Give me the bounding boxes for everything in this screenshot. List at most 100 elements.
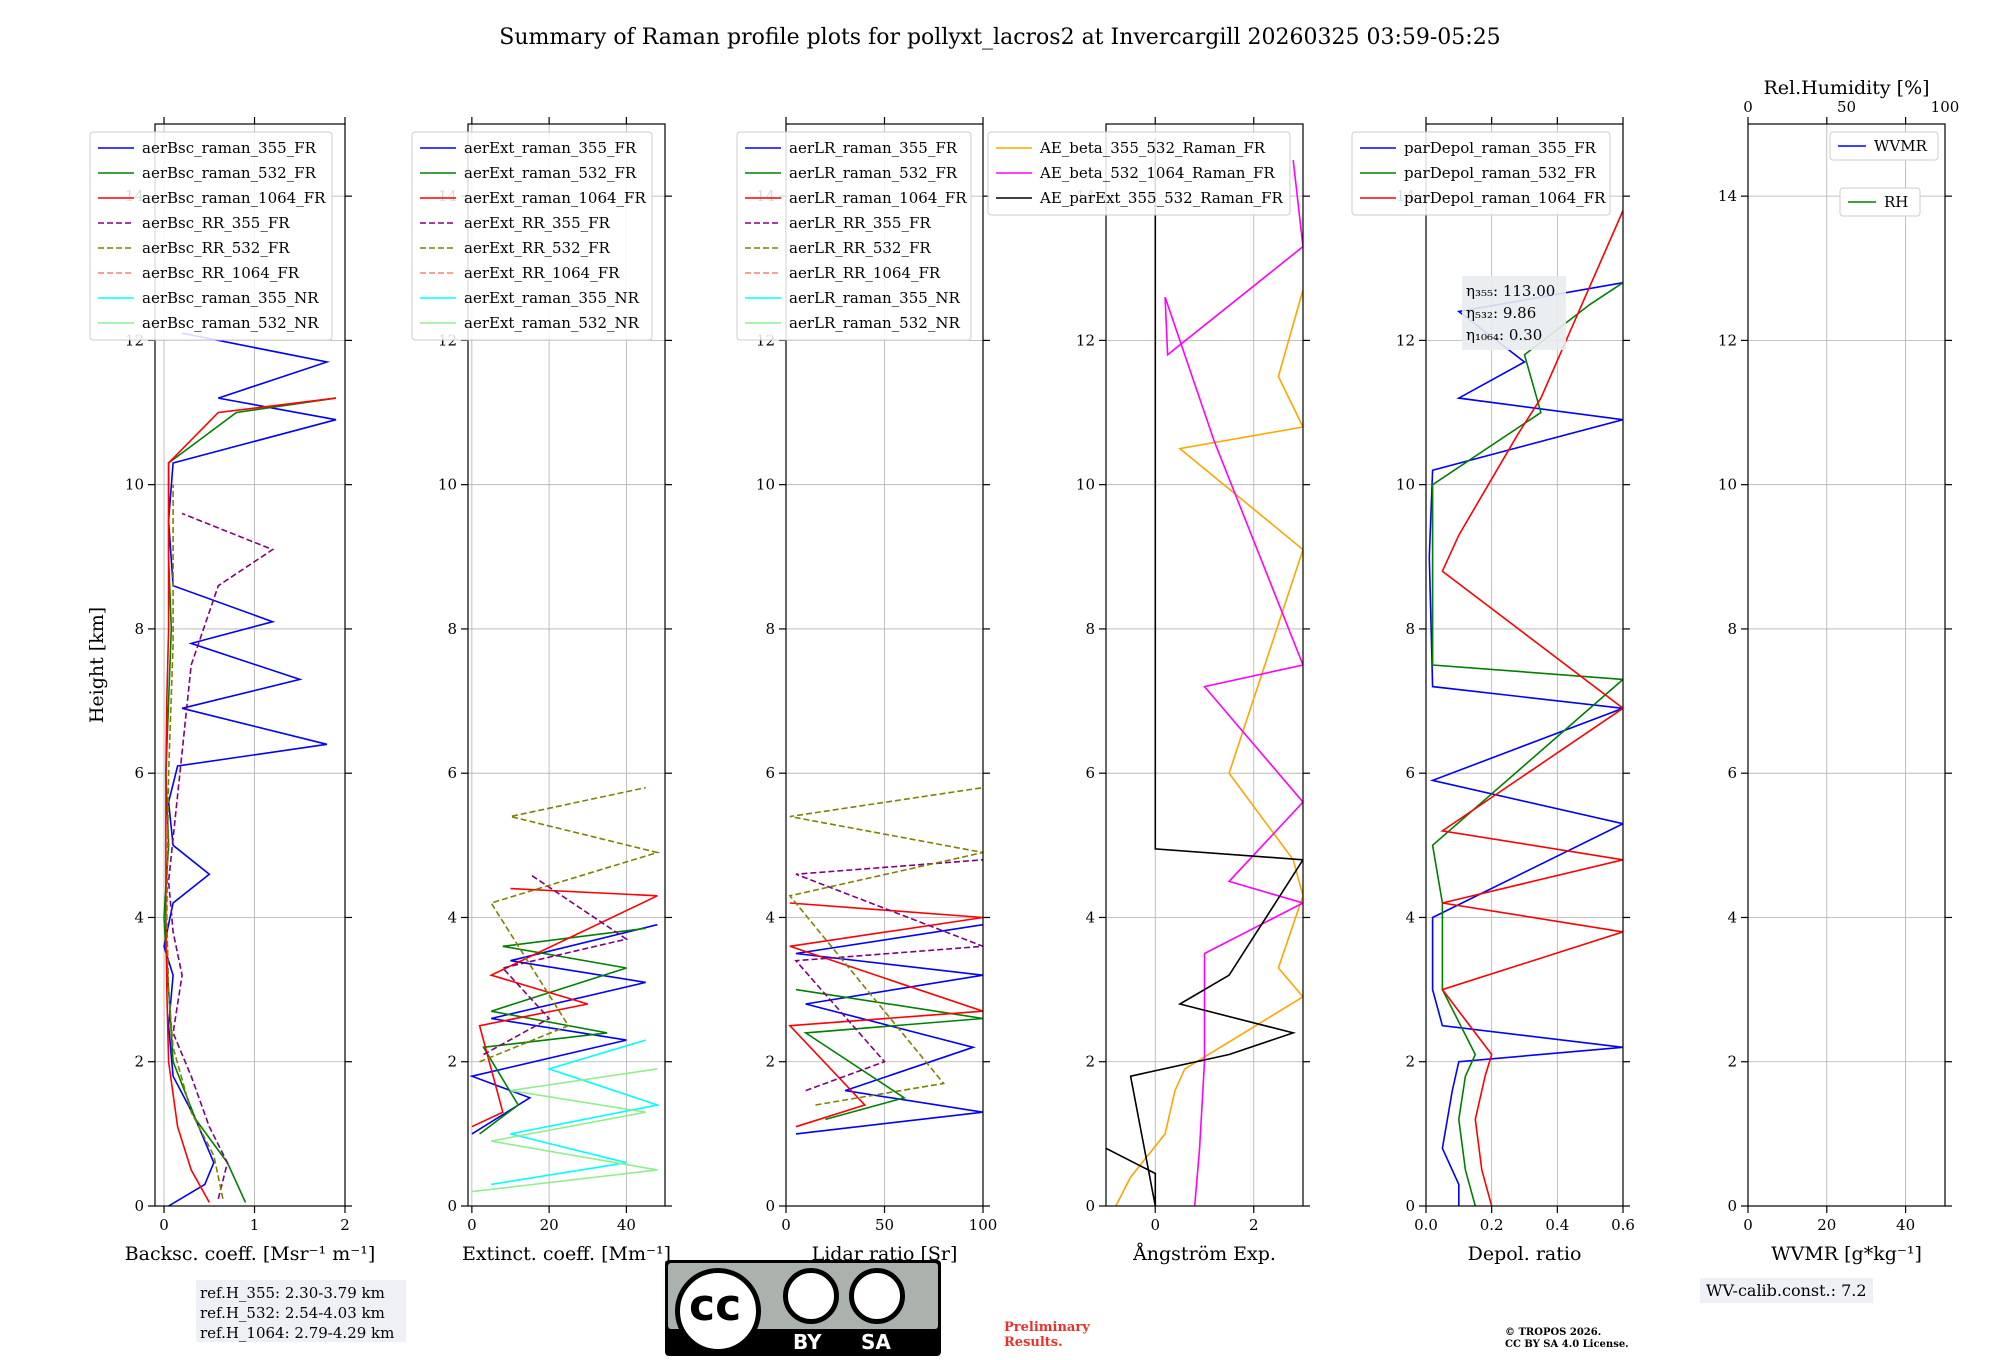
sa-share-alike-icon — [849, 1268, 905, 1324]
y-tick-label: 2 — [765, 1053, 775, 1071]
plot-frame — [467, 123, 666, 1207]
legend-label-aerBsc_raman_1064_FR: aerBsc_raman_1064_FR — [142, 189, 326, 207]
top-x-axis-label: Rel.Humidity [%] — [1763, 77, 1929, 99]
legend-box — [89, 131, 333, 341]
series-group — [1428, 210, 1623, 1206]
legend-label-aerExt_RR_1064_FR: aerExt_RR_1064_FR — [464, 264, 620, 282]
reference-height-box: ref.H_355: 2.30-3.79 km ref.H_532: 2.54-… — [196, 1280, 406, 1342]
ref-height-1064: ref.H_1064: 2.79-4.29 km — [200, 1324, 395, 1342]
x-tick-label: 20 — [540, 1216, 559, 1234]
legend-label-aerExt_RR_355_FR: aerExt_RR_355_FR — [464, 214, 611, 232]
y-tick-label: 4 — [1727, 908, 1737, 926]
chart-ae: 0246810121402Ångström Exp.AE_beta_355_53… — [987, 117, 1310, 1265]
legend-label-AE_beta_532_1064_Raman_FR: AE_beta_532_1064_Raman_FR — [1039, 164, 1275, 182]
y-tick-label: 8 — [1405, 620, 1415, 638]
series-group — [163, 332, 337, 1206]
x-tick-label: 0 — [159, 1216, 169, 1234]
legend-box — [1829, 131, 1939, 161]
y-tick-label: 12 — [1718, 331, 1737, 349]
y-tick-label: 2 — [1727, 1053, 1737, 1071]
series-group — [788, 786, 983, 1135]
legend-label-aerBsc_raman_532_FR: aerBsc_raman_532_FR — [142, 164, 317, 182]
y-tick-label: 6 — [1085, 764, 1095, 782]
series-line-parDepol_raman_1064_FR — [1440, 210, 1623, 1206]
y-tick-label: 6 — [134, 764, 144, 782]
ref-height-355: ref.H_355: 2.30-3.79 km — [200, 1284, 385, 1302]
series-line-AE_beta_532_1064_Raman_FR — [1164, 160, 1303, 1206]
license-by-label: BY — [793, 1330, 822, 1354]
chart-wv: 0 2 4 6 8 10 12 14 0 20 40 WVMR [g*kg⁻¹] 0 50 100Rel.H… — [1718, 77, 1959, 1265]
y-tick-label: 0 — [447, 1197, 457, 1215]
x-tick-label: 2 — [340, 1216, 350, 1234]
y-tick-label: 12 — [1076, 331, 1095, 349]
preliminary-notice: Preliminary Results. — [1004, 1320, 1090, 1350]
series-line-aerBsc_RR_355_FR — [167, 512, 275, 1199]
series-line-aerExt_raman_532_FR — [479, 927, 646, 1135]
annotation-line: η₃₅₅: 113.00 — [1466, 282, 1555, 300]
series-line-aerLR_RR_355_FR — [794, 859, 983, 1092]
y-tick-label: 4 — [765, 908, 775, 926]
x-axis-label: Lidar ratio [Sr] — [812, 1243, 958, 1265]
x-tick-label: 0.2 — [1480, 1216, 1504, 1234]
y-tick-label: 6 — [1405, 764, 1415, 782]
x-tick-label: 1 — [250, 1216, 260, 1234]
annotation-line: η₅₃₂: 9.86 — [1466, 304, 1536, 322]
series-line-aerLR_RR_532_FR — [788, 786, 983, 1106]
series-group — [1106, 138, 1303, 1206]
legend-label-AE_beta_355_532_Raman_FR: AE_beta_355_532_Raman_FR — [1039, 139, 1266, 157]
plot-frame — [154, 123, 346, 1207]
series-group — [469, 786, 661, 1193]
x-axis-label: Extinct. coeff. [Mm⁻¹] — [462, 1243, 671, 1265]
legend-box — [987, 131, 1291, 216]
legend-label-aerBsc_raman_355_FR: aerBsc_raman_355_FR — [142, 139, 317, 157]
y-tick-label: 2 — [1405, 1053, 1415, 1071]
legend: aerBsc_raman_355_FR aerBsc_raman_532_FRae… — [89, 131, 333, 341]
legend-box — [736, 131, 972, 341]
series-line-aerExt_raman_532_NR — [471, 1068, 658, 1193]
y-tick-label: 10 — [756, 476, 775, 494]
x-tick-label: 0 — [1150, 1216, 1160, 1234]
cc-logo-text: cc — [689, 1280, 742, 1331]
chart-ext: 0246810121402040Extinct. coeff. [Mm⁻¹]ae… — [411, 117, 672, 1265]
legend-RH: RH — [1839, 187, 1921, 217]
series-line-aerBsc_raman_532_FR — [163, 397, 337, 1203]
y-tick-label: 0 — [134, 1197, 144, 1215]
legend-label-aerLR_raman_355_NR: aerLR_raman_355_NR — [789, 289, 960, 307]
y-tick-label: 4 — [134, 908, 144, 926]
cc-circle-icon — [675, 1268, 761, 1354]
legend-label: WVMR — [1874, 137, 1928, 155]
series-line-AE_parExt_355_532_Raman_FR — [1106, 138, 1303, 1206]
y-tick-label: 14 — [1718, 187, 1737, 205]
y-tick-label: 10 — [438, 476, 457, 494]
legend-label-aerBsc_RR_355_FR: aerBsc_RR_355_FR — [142, 214, 290, 232]
legend-label-aerExt_raman_355_NR: aerExt_raman_355_NR — [464, 289, 640, 307]
chart-bsc: 02468101214012Backsc. coeff. [Msr⁻¹ m⁻¹]… — [86, 117, 375, 1265]
copyright-notice: © TROPOS 2026. CC BY SA 4.0 License. — [1505, 1327, 1629, 1350]
series-line-aerBsc_RR_532_FR — [165, 484, 224, 1199]
x-tick-label: 40 — [617, 1216, 636, 1234]
y-tick-label: 6 — [447, 764, 457, 782]
y-axis-label: Height [km] — [86, 607, 108, 723]
legend: aerLR_raman_355_FR aerLR_raman_532_FR aerL… — [736, 131, 972, 341]
series-line-aerExt_raman_355_NR — [491, 1039, 661, 1186]
legend-label-aerBsc_raman_532_NR: aerBsc_raman_532_NR — [142, 314, 319, 332]
cc-by-sa-license-logo: cc BY SA — [665, 1260, 941, 1356]
legend: aerExt_raman_355_FR aerExt_raman_532_FRae… — [411, 131, 653, 341]
legend-label-aerLR_raman_355_FR: aerLR_raman_355_FR — [789, 139, 958, 157]
legend-label-aerExt_raman_1064_FR: aerExt_raman_1064_FR — [464, 189, 646, 207]
legend-label-aerBsc_RR_1064_FR: aerBsc_RR_1064_FR — [142, 264, 300, 282]
legend-label-aerLR_raman_1064_FR: aerLR_raman_1064_FR — [789, 189, 967, 207]
y-tick-label: 10 — [1718, 476, 1737, 494]
plot-frame — [1747, 123, 1946, 1207]
wv-calibration-constant: WV-calib.const.: 7.2 — [1700, 1278, 1873, 1303]
series-line-aerLR_raman_532_FR — [795, 988, 983, 1121]
legend-label-aerLR_RR_355_FR: aerLR_RR_355_FR — [789, 214, 931, 232]
series-line-aerExt_RR_355_FR — [483, 873, 629, 1056]
legend-box — [1839, 187, 1921, 217]
y-tick-label: 10 — [1396, 476, 1415, 494]
series-line-aerLR_raman_1064_FR — [788, 902, 983, 1128]
y-tick-label: 8 — [134, 620, 144, 638]
ref-height-532: ref.H_532: 2.54-4.03 km — [200, 1304, 385, 1322]
top-x-tick-label: 0 — [1743, 98, 1753, 116]
y-tick-label: 2 — [134, 1053, 144, 1071]
